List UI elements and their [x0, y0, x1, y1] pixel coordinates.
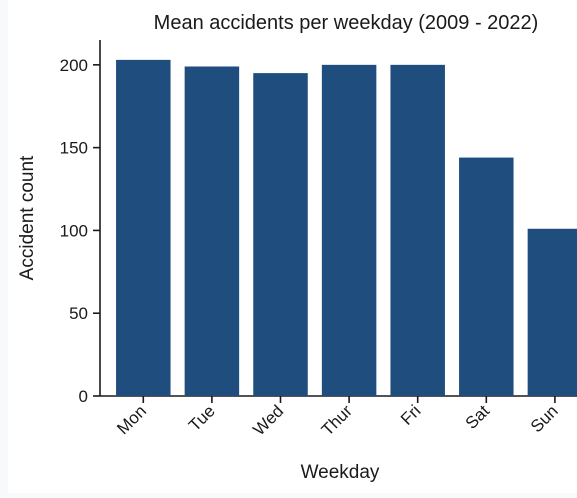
y-tick-label: 150	[60, 139, 88, 158]
x-tick-label-tue: Tue	[185, 401, 219, 435]
y-tick-label: 0	[79, 387, 88, 406]
x-tick-label-wed: Wed	[249, 401, 287, 439]
bar-wed	[253, 73, 308, 397]
x-tick-label-mon: Mon	[113, 401, 150, 438]
x-tick-label-sun: Sun	[527, 401, 562, 436]
bar-tue	[184, 66, 240, 396]
x-tick-label-thur: Thur	[318, 401, 356, 439]
y-ticks-group: 0 50 100 150 200	[60, 56, 100, 406]
x-tick-label-sat: Sat	[462, 401, 494, 433]
bar-mon	[116, 59, 171, 397]
y-tick-label: 50	[69, 304, 88, 323]
y-tick-label: 100	[60, 221, 88, 240]
bar-chart: Mean accidents per weekday (2009 - 2022)…	[17, 12, 577, 483]
bars-group	[116, 59, 577, 397]
y-tick-label: 200	[60, 56, 88, 75]
chart-figure: Mean accidents per weekday (2009 - 2022)…	[8, 0, 577, 493]
chart-title: Mean accidents per weekday (2009 - 2022)	[154, 12, 539, 34]
bar-thur	[321, 64, 377, 396]
x-ticks-group: Mon Tue Wed Thur Fri Sat Sun	[113, 396, 562, 440]
y-axis-label: Accident count	[17, 155, 38, 280]
bar-fri	[390, 64, 445, 396]
bar-sat	[459, 157, 514, 396]
bar-sun	[527, 228, 577, 396]
x-axis-label: Weekday	[301, 462, 380, 483]
x-tick-label-fri: Fri	[397, 401, 424, 428]
